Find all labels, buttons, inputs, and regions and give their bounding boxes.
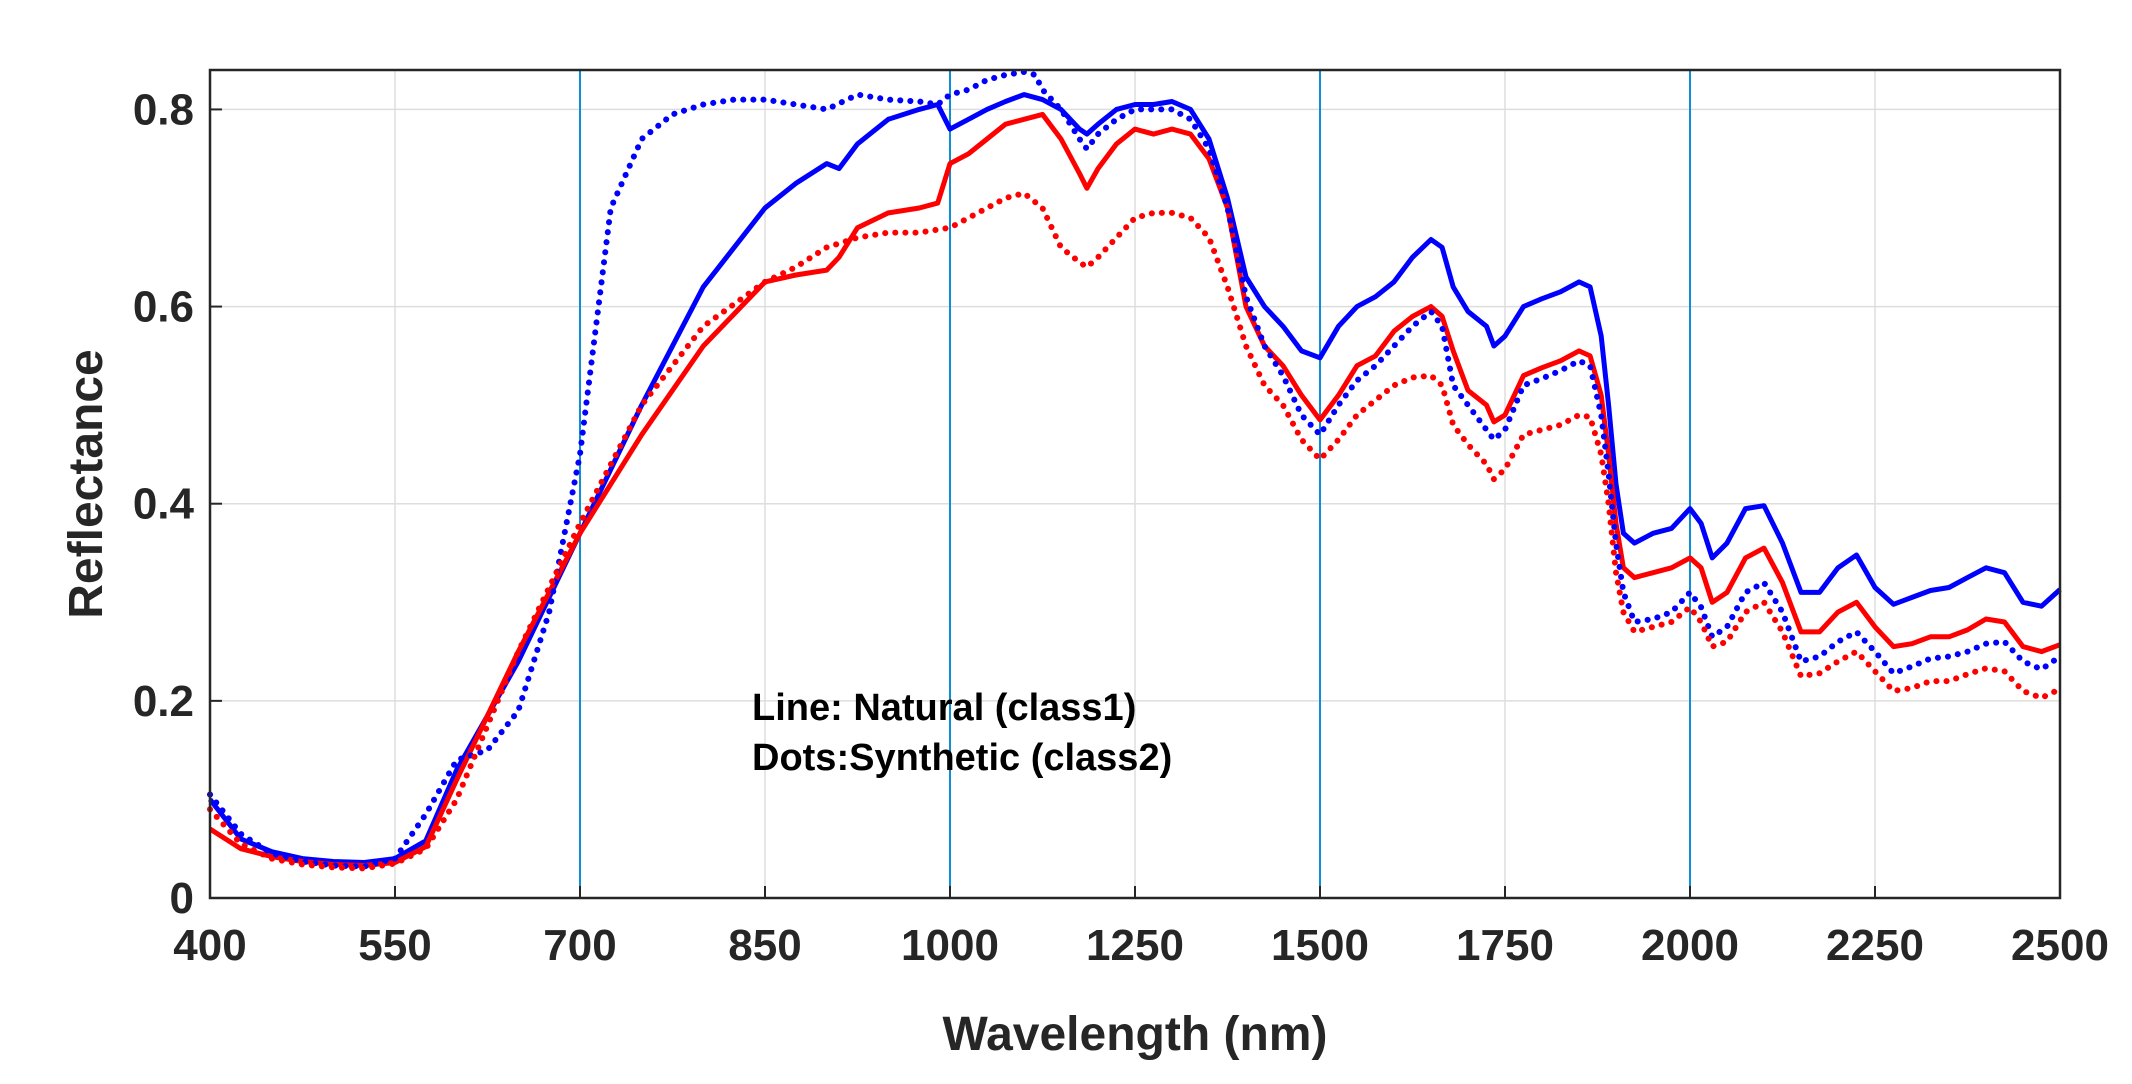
- annotation-line-natural: Line: Natural (class1): [752, 687, 1136, 729]
- x-tick-label-3: 850: [728, 921, 801, 970]
- x-tick-label-5: 1250: [1086, 921, 1184, 970]
- y-tick-label-0: 0: [170, 874, 194, 923]
- y-axis-label: Reflectance: [60, 349, 113, 618]
- y-tick-label-4: 0.8: [133, 85, 194, 134]
- series-line-0-solid: [208, 92, 2062, 865]
- x-tick-label-7: 1750: [1456, 921, 1554, 970]
- x-axis-label: Wavelength (nm): [943, 1008, 1328, 1061]
- x-tick-label-0: 400: [173, 921, 246, 970]
- series-line-1-solid: [208, 111, 2061, 868]
- x-tick-label-1: 550: [358, 921, 431, 970]
- x-tick-label-8: 2000: [1641, 921, 1739, 970]
- annotation-dots-synthetic: Dots:Synthetic (class2): [752, 737, 1172, 779]
- y-tick-label-2: 0.4: [133, 480, 195, 529]
- series-line-2-dotted: [207, 69, 2063, 870]
- reference-lines: [579, 70, 1691, 898]
- y-tick-label-3: 0.6: [133, 283, 194, 332]
- x-tick-labels: 400 550 700 850 1000 1250 1500 1750 2000 2250 2500: [173, 886, 2109, 970]
- y-tick-labels: 0 0.2 0.4 0.6 0.8: [133, 85, 222, 923]
- series-group: [207, 69, 2063, 872]
- y-tick-label-1: 0.2: [133, 677, 194, 726]
- x-tick-label-10: 2500: [2011, 921, 2109, 970]
- x-tick-label-2: 700: [543, 921, 616, 970]
- x-tick-label-6: 1500: [1271, 921, 1369, 970]
- x-tick-label-4: 1000: [901, 921, 999, 970]
- x-tick-label-9: 2250: [1826, 921, 1924, 970]
